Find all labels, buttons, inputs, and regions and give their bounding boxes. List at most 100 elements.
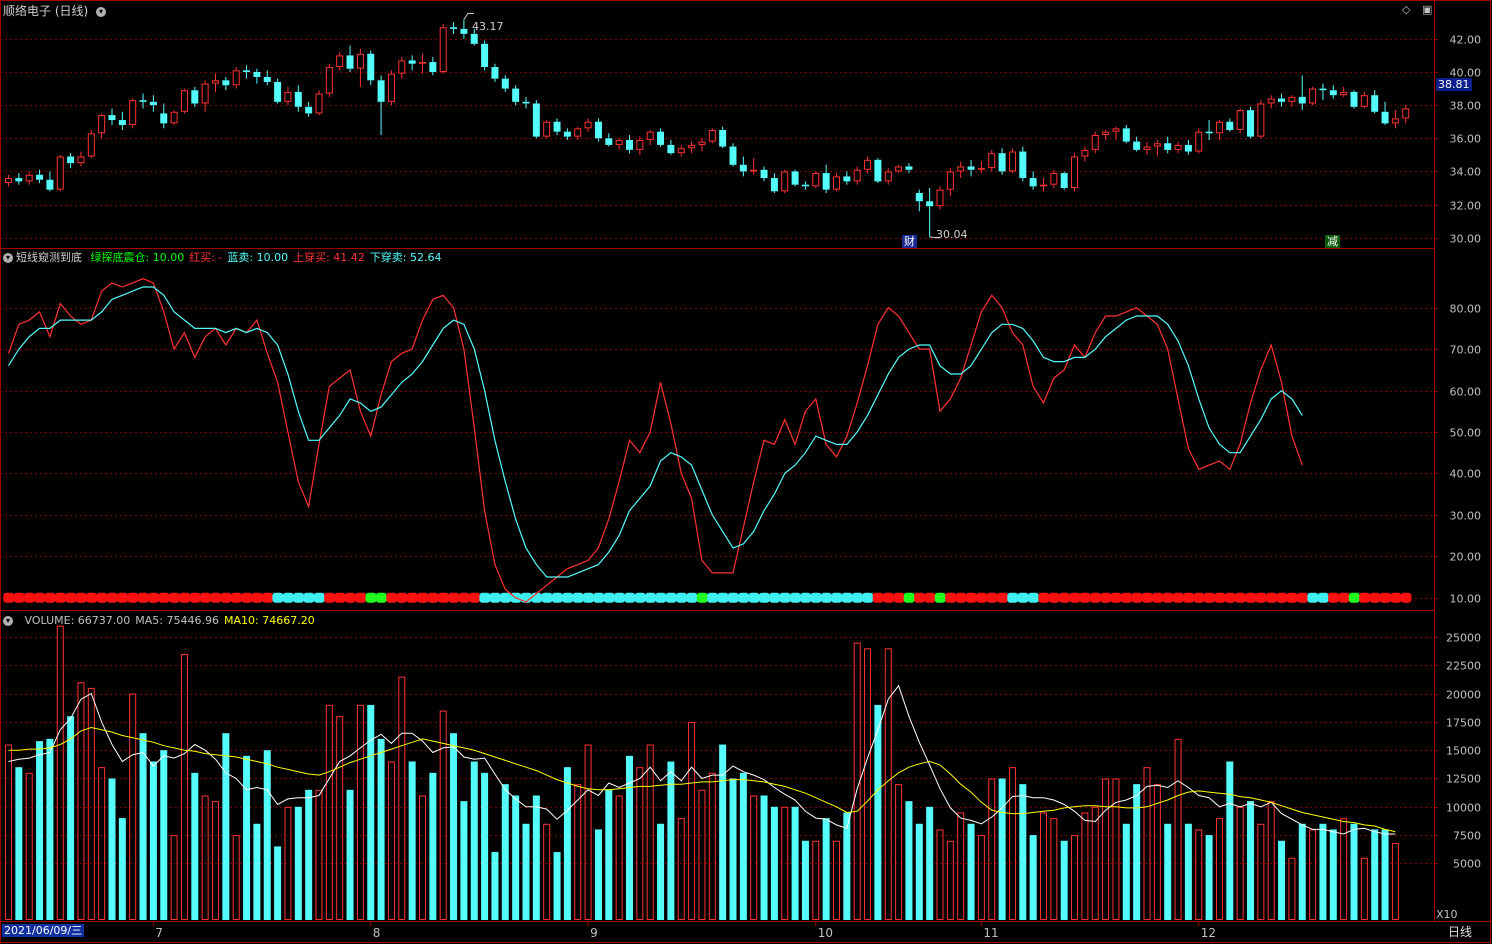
candle-up[interactable] xyxy=(884,168,892,185)
candle-up[interactable] xyxy=(336,52,344,71)
candle-down[interactable] xyxy=(1298,75,1306,111)
candle-down[interactable] xyxy=(1122,125,1130,144)
candle-down[interactable] xyxy=(605,133,613,147)
candle-down[interactable] xyxy=(36,169,44,184)
candle-up[interactable] xyxy=(1402,105,1410,124)
candle-down[interactable] xyxy=(770,173,778,193)
candle-down[interactable] xyxy=(139,93,147,109)
candle-up[interactable] xyxy=(1215,120,1223,140)
candle-up[interactable] xyxy=(750,158,758,175)
candle-down[interactable] xyxy=(118,111,126,130)
candle-down[interactable] xyxy=(563,128,571,140)
candle-down[interactable] xyxy=(760,166,768,182)
candle-down[interactable] xyxy=(1184,139,1192,155)
financial-report-marker[interactable]: 财 xyxy=(902,235,917,248)
candle-down[interactable] xyxy=(532,100,540,139)
candle-down[interactable] xyxy=(1278,93,1286,107)
candle-up[interactable] xyxy=(988,149,996,172)
candle-down[interactable] xyxy=(1329,85,1337,99)
candle-down[interactable] xyxy=(222,76,230,91)
candle-down[interactable] xyxy=(1205,120,1213,140)
candle-down[interactable] xyxy=(460,19,468,39)
volume-dropdown-icon[interactable]: ▾ xyxy=(3,616,13,626)
candle-down[interactable] xyxy=(491,63,499,82)
dropdown-chevron-icon[interactable]: ▾ xyxy=(96,6,107,17)
candle-up[interactable] xyxy=(1257,100,1265,139)
price-panel-header[interactable]: 顺络电子 (日线) ▾ xyxy=(3,3,109,19)
candle-down[interactable] xyxy=(1381,101,1389,126)
candle-up[interactable] xyxy=(543,120,551,139)
candle-up[interactable] xyxy=(1267,95,1275,109)
candle-up[interactable] xyxy=(212,73,219,92)
candle-up[interactable] xyxy=(708,128,716,144)
candle-down[interactable] xyxy=(739,156,747,177)
candle-up[interactable] xyxy=(1360,91,1368,109)
candle-up[interactable] xyxy=(1309,86,1317,106)
candle-up[interactable] xyxy=(1391,110,1399,129)
candle-up[interactable] xyxy=(615,138,623,150)
candle-up[interactable] xyxy=(1195,128,1203,154)
restore-icon[interactable]: ▣ xyxy=(1421,3,1433,16)
candle-up[interactable] xyxy=(325,63,333,97)
candle-down[interactable] xyxy=(294,85,302,112)
candle-up[interactable] xyxy=(98,113,106,139)
candle-down[interactable] xyxy=(874,158,882,184)
candle-down[interactable] xyxy=(346,45,354,72)
candle-down[interactable] xyxy=(149,95,157,112)
candle-down[interactable] xyxy=(1019,146,1027,182)
candle-down[interactable] xyxy=(481,40,489,71)
candle-up[interactable] xyxy=(398,57,406,79)
candle-up[interactable] xyxy=(180,88,188,114)
candle-up[interactable] xyxy=(1081,146,1089,162)
candle-down[interactable] xyxy=(1371,90,1379,114)
candle-up[interactable] xyxy=(584,118,592,132)
candle-down[interactable] xyxy=(1060,171,1068,190)
candlestick-series[interactable] xyxy=(5,12,1410,239)
candle-up[interactable] xyxy=(201,80,209,112)
candle-down[interactable] xyxy=(791,169,799,187)
candle-down[interactable] xyxy=(553,118,561,135)
candle-down[interactable] xyxy=(160,103,168,129)
candle-down[interactable] xyxy=(926,188,934,238)
candle-down[interactable] xyxy=(1164,136,1172,154)
window-controls[interactable]: ◇ ▣ xyxy=(1402,2,1432,18)
candle-up[interactable] xyxy=(129,98,137,129)
candle-down[interactable] xyxy=(191,86,199,107)
candle-down[interactable] xyxy=(367,50,375,86)
candle-up[interactable] xyxy=(1040,178,1047,192)
candle-down[interactable] xyxy=(1319,83,1327,101)
candle-down[interactable] xyxy=(801,181,809,190)
candle-up[interactable] xyxy=(895,164,903,174)
candle-down[interactable] xyxy=(998,148,1006,175)
indicator-panel-header[interactable]: ▾ 短线窥测到底 绿探底震仓: 10.00 红买: - 蓝卖: 10.00 上穿买: 4… xyxy=(3,250,442,266)
candle-down[interactable] xyxy=(46,171,54,192)
candle-up[interactable] xyxy=(646,130,654,145)
candle-down[interactable] xyxy=(915,189,923,212)
candle-up[interactable] xyxy=(170,110,178,126)
candle-up[interactable] xyxy=(688,141,696,154)
candle-up[interactable] xyxy=(1091,131,1099,154)
candle-up[interactable] xyxy=(77,151,85,167)
candle-up[interactable] xyxy=(419,53,426,74)
period-label[interactable]: 日线 xyxy=(1448,925,1473,939)
candle-down[interactable] xyxy=(719,126,727,149)
diamond-icon[interactable]: ◇ xyxy=(1402,3,1411,16)
candle-down[interactable] xyxy=(905,163,913,174)
candle-down[interactable] xyxy=(522,96,530,109)
candle-down[interactable] xyxy=(1247,106,1254,139)
candle-up[interactable] xyxy=(25,171,33,185)
candle-up[interactable] xyxy=(387,70,395,106)
candle-up[interactable] xyxy=(1112,126,1120,140)
candle-down[interactable] xyxy=(594,118,602,142)
candle-up[interactable] xyxy=(439,23,447,74)
candle-up[interactable] xyxy=(1340,86,1348,97)
candle-up[interactable] xyxy=(853,166,861,185)
candle-down[interactable] xyxy=(274,78,282,104)
candle-down[interactable] xyxy=(450,22,458,34)
candle-down[interactable] xyxy=(429,57,437,76)
candle-down[interactable] xyxy=(15,173,23,185)
candle-up[interactable] xyxy=(833,173,840,192)
candle-down[interactable] xyxy=(243,65,251,79)
candle-up[interactable] xyxy=(1071,153,1079,192)
candle-up[interactable] xyxy=(284,86,292,106)
